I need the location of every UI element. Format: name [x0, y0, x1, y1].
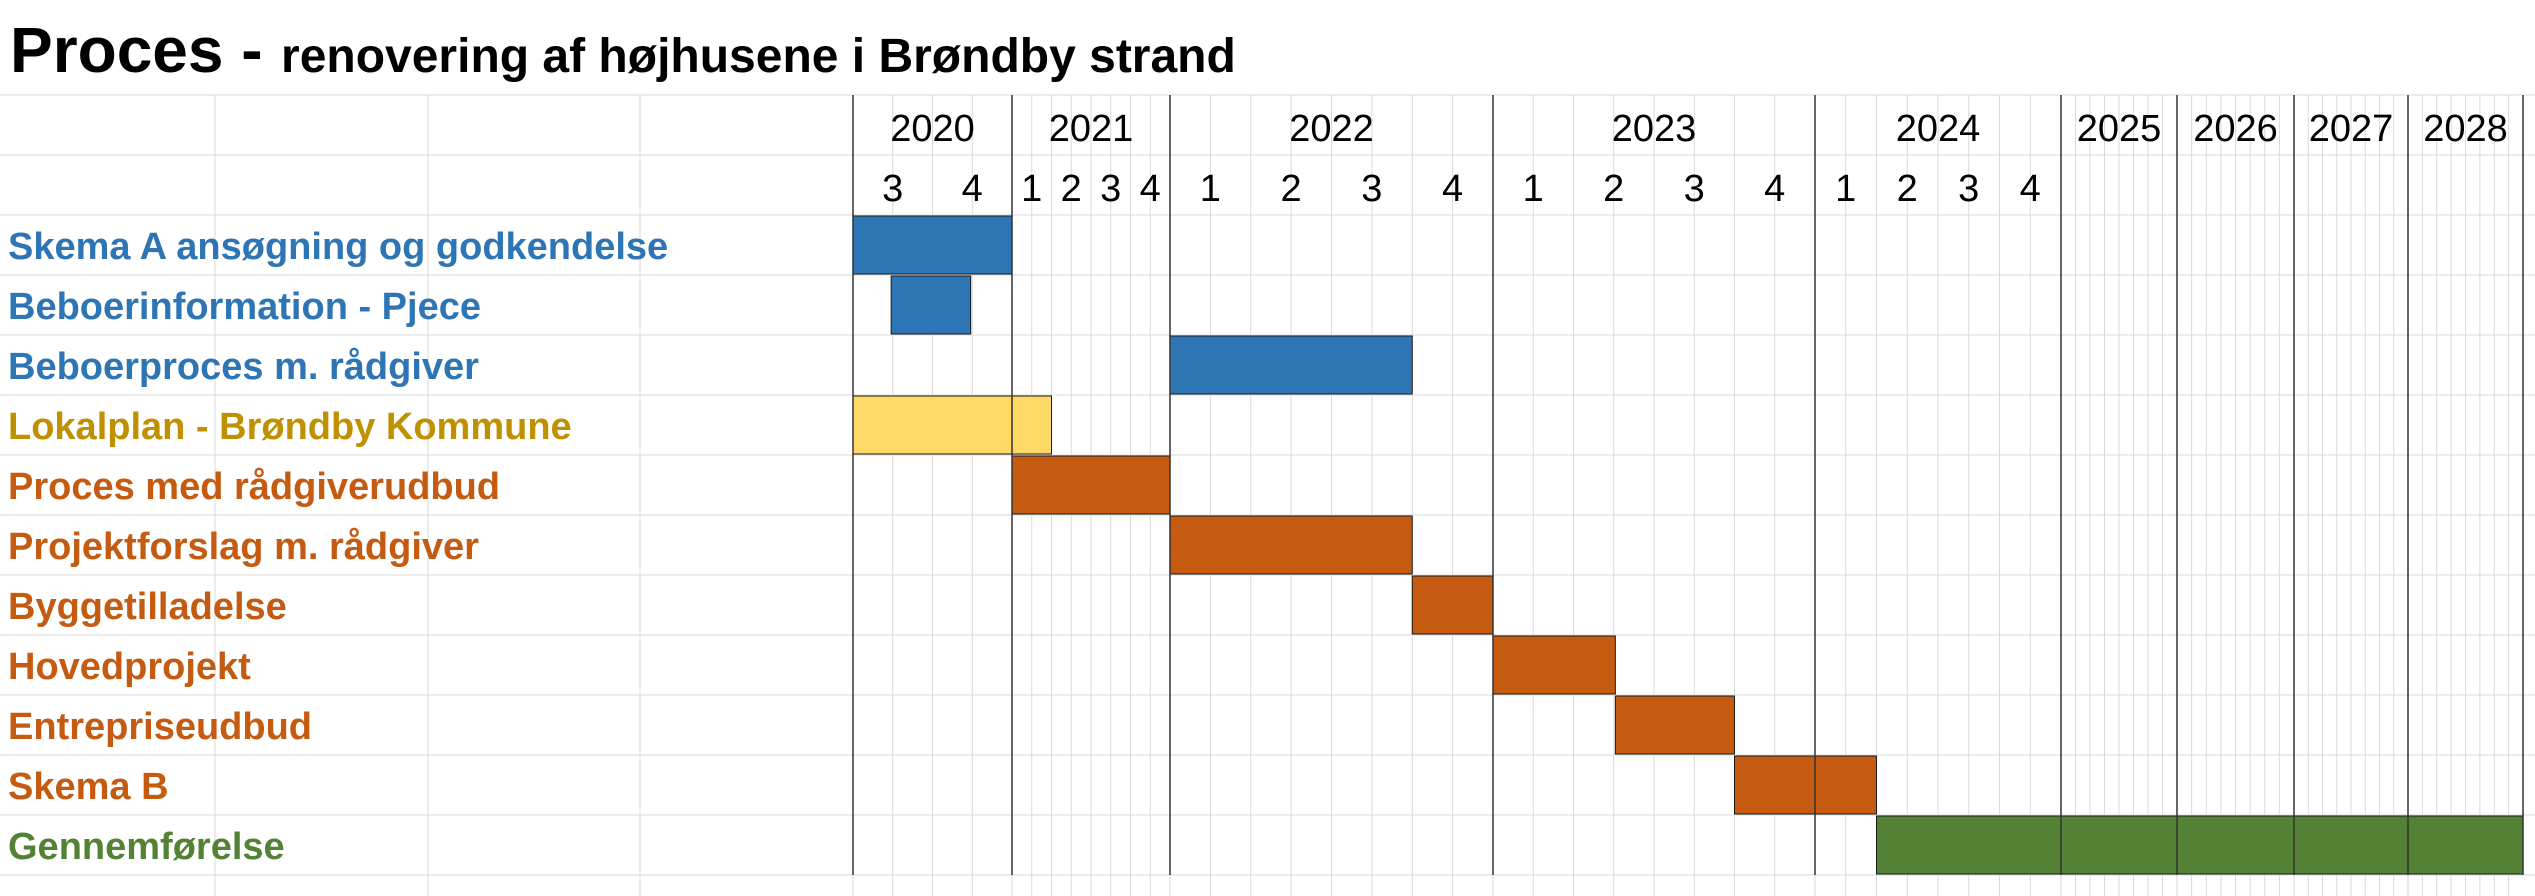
task-label: Proces med rådgiverudbud: [8, 466, 500, 508]
subtitle-text: renovering af højhusene i Brøndby strand: [281, 30, 1236, 83]
quarter-label: 2: [1281, 168, 1302, 210]
quarter-label: 2: [1061, 168, 1082, 210]
task-label: Beboerinformation - Pjece: [8, 286, 481, 328]
quarter-label: 4: [2020, 168, 2041, 210]
quarter-label: 4: [1140, 168, 1161, 210]
task-bar: [1876, 815, 2524, 875]
year-label: 2028: [2423, 108, 2508, 150]
quarter-label: 1: [1523, 168, 1544, 210]
task-bar: [1169, 515, 1413, 575]
task-bar: [1169, 335, 1413, 395]
quarter-label: 3: [1958, 168, 1979, 210]
year-label: 2027: [2309, 108, 2394, 150]
quarter-label: 4: [962, 168, 983, 210]
task-bar: [1614, 695, 1735, 755]
title-main: Proces - renovering af højhusene i Brønd…: [10, 14, 1236, 86]
year-label: 2023: [1612, 108, 1697, 150]
quarter-label: 3: [1100, 168, 1121, 210]
year-label: 2021: [1049, 108, 1134, 150]
task-bar: [890, 275, 972, 335]
task-bars: [852, 215, 2524, 875]
task-bar: [852, 395, 1052, 455]
task-labels: Skema A ansøgning og godkendelse Beboerin…: [8, 226, 668, 868]
quarter-label: 3: [882, 168, 903, 210]
task-label: Entrepriseudbud: [8, 706, 312, 748]
title-text: Proces -: [10, 14, 263, 86]
task-label: Byggetilladelse: [8, 586, 287, 628]
year-dividers: [852, 95, 2524, 875]
task-label: Lokalplan - Brøndby Kommune: [8, 406, 572, 448]
task-label: Projektforslag m. rådgiver: [8, 526, 479, 568]
year-label: 2020: [890, 108, 975, 150]
quarter-label: 1: [1200, 168, 1221, 210]
grid: [0, 94, 2535, 896]
task-bar: [1492, 635, 1616, 695]
quarter-label: 1: [1835, 168, 1856, 210]
year-label: 2022: [1289, 108, 1374, 150]
quarter-label: 2: [1897, 168, 1918, 210]
task-label: Gennemførelse: [8, 826, 285, 868]
chart-title: Proces - renovering af højhusene i Brønd…: [10, 14, 1236, 86]
task-label: Hovedprojekt: [8, 646, 251, 688]
task-label: Skema A ansøgning og godkendelse: [8, 226, 668, 268]
task-label: Skema B: [8, 766, 169, 808]
quarter-label: 3: [1361, 168, 1382, 210]
year-label: 2026: [2193, 108, 2278, 150]
year-label: 2024: [1896, 108, 1981, 150]
quarter-label: 3: [1684, 168, 1705, 210]
quarter-label: 2: [1603, 168, 1624, 210]
task-bar: [1011, 455, 1171, 515]
quarter-label: 1: [1021, 168, 1042, 210]
task-label: Beboerproces m. rådgiver: [8, 346, 479, 388]
task-bar: [852, 215, 1013, 275]
quarter-label: 4: [1442, 168, 1463, 210]
quarter-label: 4: [1764, 168, 1785, 210]
task-bar: [1411, 575, 1494, 635]
task-bar: [1734, 755, 1877, 815]
year-label: 2025: [2077, 108, 2162, 150]
